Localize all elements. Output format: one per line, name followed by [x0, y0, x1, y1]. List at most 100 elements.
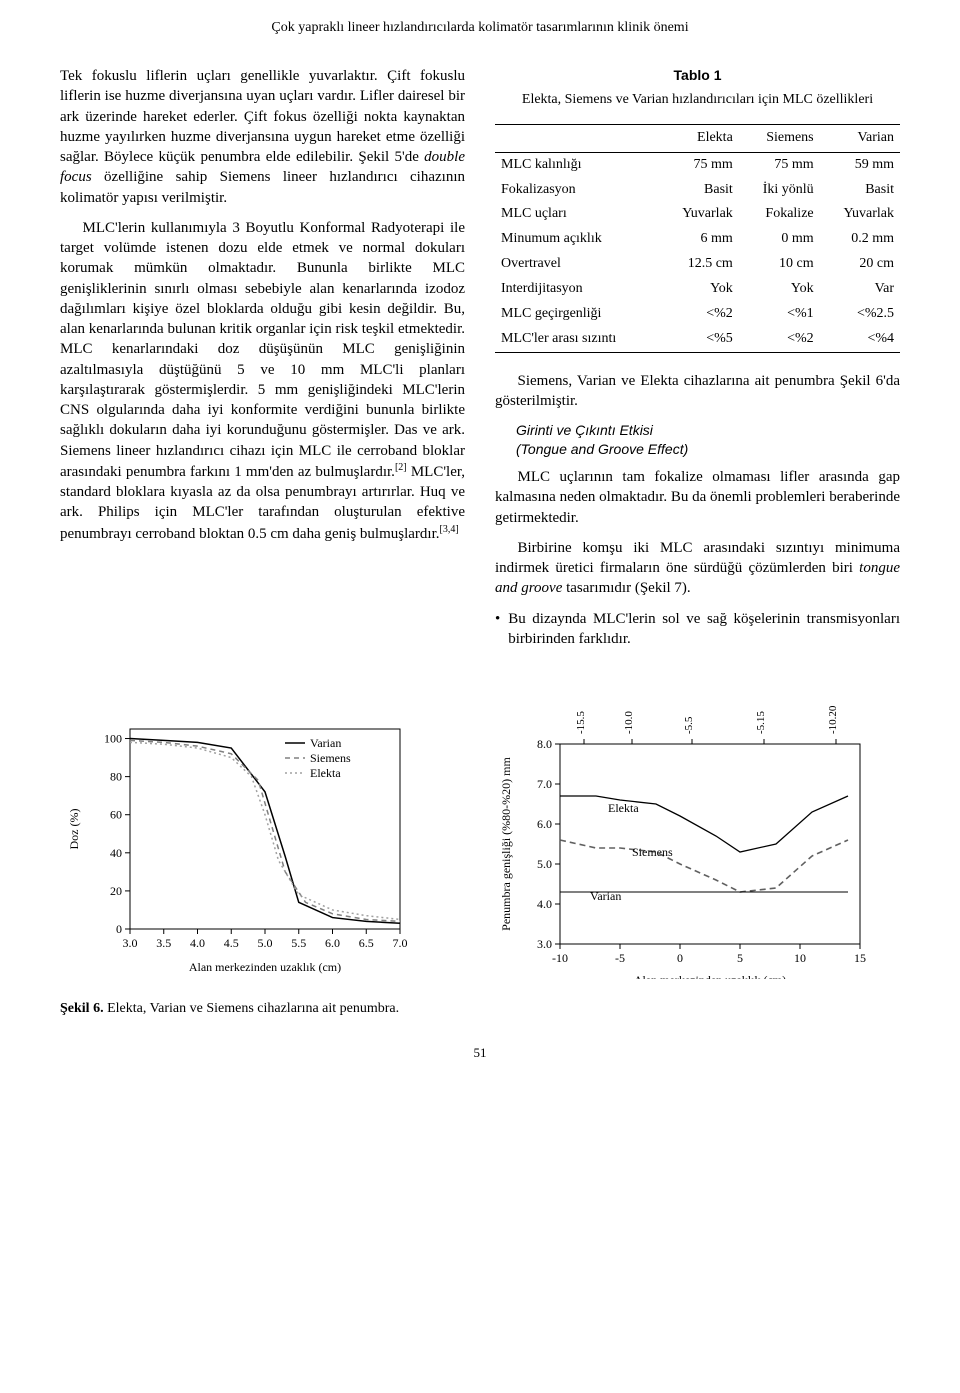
right-para-2: MLC uçlarının tam fokalize olmaması lifl… — [495, 467, 900, 528]
dose-chart: 0204060801003.03.54.04.55.05.56.06.57.0V… — [60, 719, 450, 979]
bullet-text: Bu dizaynda MLC'lerin sol ve sağ köşeler… — [508, 609, 900, 650]
table-cell: Basit — [820, 178, 900, 203]
table-caption: Elekta, Siemens ve Varian hızlandırıcıla… — [495, 91, 900, 110]
svg-text:5.5: 5.5 — [291, 936, 306, 950]
svg-text:80: 80 — [110, 770, 122, 784]
table-cell: 20 cm — [820, 252, 900, 277]
figure-label: Şekil 6. — [60, 1001, 104, 1016]
right-para-1: Siemens, Varian ve Elekta cihazlarına ai… — [495, 371, 900, 412]
th: Elekta — [658, 124, 738, 152]
svg-text:8.0: 8.0 — [537, 737, 552, 751]
table-cell: MLC'ler arası sızıntı — [495, 327, 658, 352]
text: Tek fokuslu liflerin uçları genellikle y… — [60, 68, 465, 165]
svg-text:Varian: Varian — [590, 889, 621, 903]
text: Birbirine komşu iki MLC arasındaki sızın… — [495, 540, 900, 576]
table-cell: MLC uçları — [495, 202, 658, 227]
table-row: InterdijitasyonYokYokVar — [495, 277, 900, 302]
svg-text:15: 15 — [854, 951, 866, 965]
table-cell: İki yönlü — [739, 178, 820, 203]
svg-text:6.0: 6.0 — [537, 817, 552, 831]
table-cell: 59 mm — [820, 152, 900, 177]
svg-text:4.0: 4.0 — [537, 897, 552, 911]
svg-text:3.5: 3.5 — [156, 936, 171, 950]
figure-right: -15.5-10.0-5.5-5.15-10.203.04.05.06.07.0… — [490, 689, 910, 979]
left-para-2: MLC'lerin kullanımıyla 3 Boyutlu Konform… — [60, 218, 465, 544]
page-number: 51 — [60, 1045, 900, 1061]
svg-text:3.0: 3.0 — [537, 937, 552, 951]
table-cell: 6 mm — [658, 227, 738, 252]
left-column: Tek fokuslu liflerin uçları genellikle y… — [60, 66, 465, 649]
figure-caption: Şekil 6. Elekta, Varian ve Siemens cihaz… — [60, 1001, 900, 1017]
left-para-1: Tek fokuslu liflerin uçları genellikle y… — [60, 66, 465, 208]
svg-text:5.0: 5.0 — [537, 857, 552, 871]
table-cell: 10 cm — [739, 252, 820, 277]
right-column: Tablo 1 Elekta, Siemens ve Varian hızlan… — [495, 66, 900, 649]
svg-text:-5.5: -5.5 — [683, 716, 695, 734]
th — [495, 124, 658, 152]
svg-text:Doz (%): Doz (%) — [67, 809, 81, 850]
table-cell: Minumum açıklık — [495, 227, 658, 252]
svg-text:Alan merkezinden uzaklık (cm): Alan merkezinden uzaklık (cm) — [189, 960, 341, 974]
table-cell: 0.2 mm — [820, 227, 900, 252]
svg-text:6.0: 6.0 — [325, 936, 340, 950]
table-row: MLC'ler arası sızıntı<%5<%2<%4 — [495, 327, 900, 352]
svg-text:10: 10 — [794, 951, 806, 965]
table-cell: Overtravel — [495, 252, 658, 277]
table-cell: MLC kalınlığı — [495, 152, 658, 177]
right-para-3: Birbirine komşu iki MLC arasındaki sızın… — [495, 538, 900, 599]
text: MLC'lerin kullanımıyla 3 Boyutlu Konform… — [60, 220, 465, 480]
svg-text:-5: -5 — [615, 951, 625, 965]
table-row: MLC geçirgenliği<%2<%1<%2.5 — [495, 302, 900, 327]
svg-text:3.0: 3.0 — [123, 936, 138, 950]
table-header-row: Elekta Siemens Varian — [495, 124, 900, 152]
table-cell: <%2.5 — [820, 302, 900, 327]
running-header: Çok yapraklı lineer hızlandırıcılarda ko… — [60, 20, 900, 36]
table-cell: Yuvarlak — [820, 202, 900, 227]
table-cell: 75 mm — [739, 152, 820, 177]
table-cell: <%1 — [739, 302, 820, 327]
table-cell: <%2 — [658, 302, 738, 327]
svg-text:7.0: 7.0 — [537, 777, 552, 791]
table-row: MLC kalınlığı75 mm75 mm59 mm — [495, 152, 900, 177]
table-cell: MLC geçirgenliği — [495, 302, 658, 327]
subhead-line: Girinti ve Çıkıntı Etkisi — [516, 422, 653, 438]
svg-text:5: 5 — [737, 951, 743, 965]
svg-text:Alan merkezinden uzaklık (cm): Alan merkezinden uzaklık (cm) — [634, 973, 786, 979]
table-cell: 75 mm — [658, 152, 738, 177]
table-cell: <%2 — [739, 327, 820, 352]
bullet-item: • Bu dizaynda MLC'lerin sol ve sağ köşel… — [495, 609, 900, 650]
subhead-line: (Tongue and Groove Effect) — [516, 441, 688, 457]
svg-text:40: 40 — [110, 846, 122, 860]
th: Varian — [820, 124, 900, 152]
table-cell: Yuvarlak — [658, 202, 738, 227]
citation-ref: [3,4] — [439, 524, 458, 535]
svg-text:0: 0 — [116, 922, 122, 936]
table-cell: Var — [820, 277, 900, 302]
table-cell: 0 mm — [739, 227, 820, 252]
svg-text:-15.5: -15.5 — [575, 711, 587, 734]
citation-ref: [2] — [395, 462, 407, 473]
table-title: Tablo 1 — [495, 66, 900, 85]
svg-text:-10.0: -10.0 — [623, 711, 635, 734]
text: tasarımıdır (Şekil 7). — [562, 580, 690, 596]
svg-text:20: 20 — [110, 884, 122, 898]
table-row: MLC uçlarıYuvarlakFokalizeYuvarlak — [495, 202, 900, 227]
svg-text:Elekta: Elekta — [310, 766, 341, 780]
svg-text:Elekta: Elekta — [608, 801, 639, 815]
table-cell: <%4 — [820, 327, 900, 352]
svg-text:4.0: 4.0 — [190, 936, 205, 950]
figure-caption-text: Elekta, Varian ve Siemens cihazlarına ai… — [104, 1001, 400, 1016]
table-cell: Fokalizasyon — [495, 178, 658, 203]
table-1: Tablo 1 Elekta, Siemens ve Varian hızlan… — [495, 66, 900, 353]
svg-text:Varian: Varian — [310, 736, 341, 750]
svg-text:100: 100 — [104, 732, 122, 746]
svg-text:7.0: 7.0 — [393, 936, 408, 950]
figure-left: 0204060801003.03.54.04.55.05.56.06.57.0V… — [60, 719, 450, 979]
svg-text:Siemens: Siemens — [310, 751, 351, 765]
data-table: Elekta Siemens Varian MLC kalınlığı75 mm… — [495, 124, 900, 353]
table-row: FokalizasyonBasitİki yönlüBasit — [495, 178, 900, 203]
table-cell: Fokalize — [739, 202, 820, 227]
svg-text:60: 60 — [110, 808, 122, 822]
th: Siemens — [739, 124, 820, 152]
table-row: Minumum açıklık6 mm0 mm0.2 mm — [495, 227, 900, 252]
